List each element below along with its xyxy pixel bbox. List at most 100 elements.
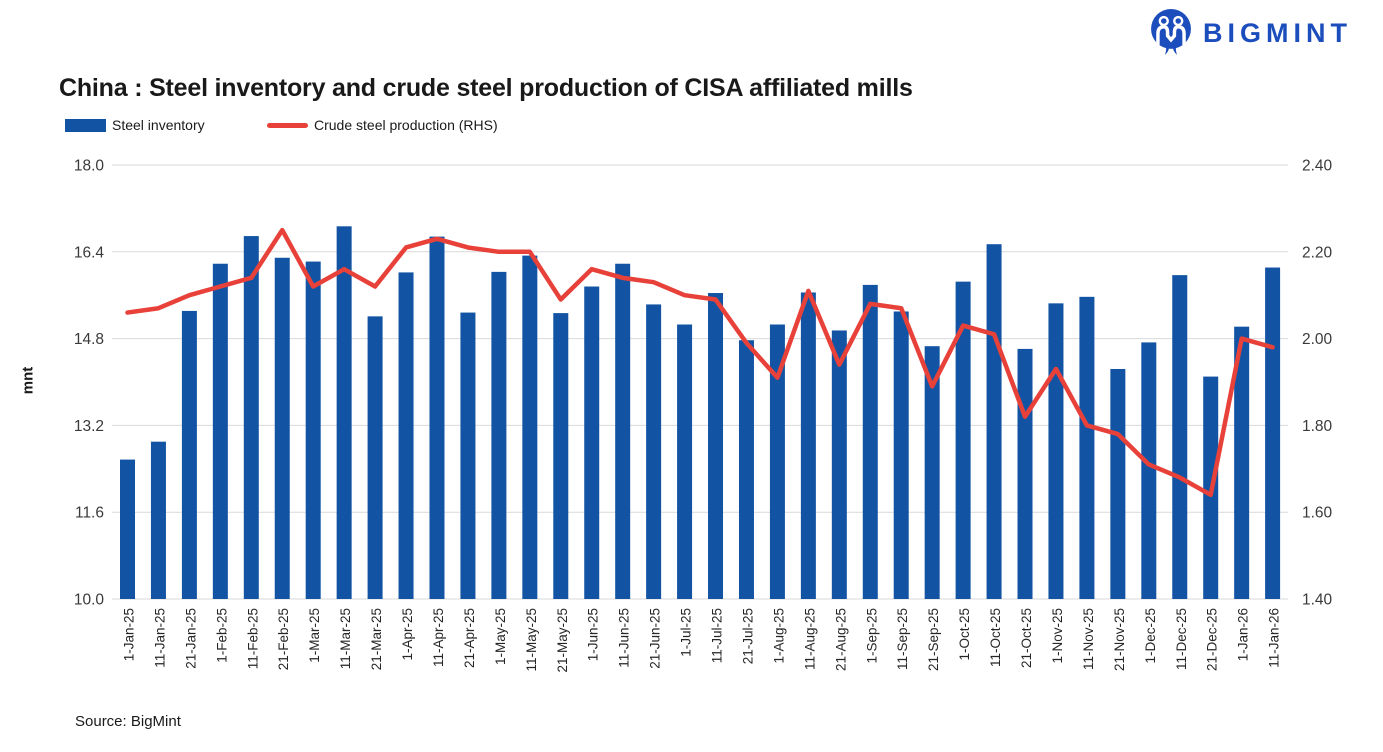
right-axis-tick-label: 1.80 [1302,418,1333,435]
steel-inventory-bar [862,284,878,599]
steel-inventory-bar [1141,342,1157,599]
x-axis-label: 21-Aug-25 [833,608,848,671]
x-axis-label: 21-Sep-25 [926,608,941,671]
right-axis-tick-label: 1.40 [1302,592,1333,609]
x-axis-label: 11-May-25 [524,608,539,672]
chart-title: China : Steel inventory and crude steel … [59,74,913,102]
x-axis-label: 1-Apr-25 [400,608,415,661]
steel-inventory-bar [677,324,693,599]
legend-label-crude-steel-production: Crude steel production (RHS) [314,117,498,133]
x-axis-label: 1-Feb-25 [214,608,229,663]
x-axis-label: 11-Jun-25 [617,608,632,668]
x-axis-label: 21-Feb-25 [276,608,291,670]
left-axis-tick-label: 14.8 [74,331,104,348]
legend-item-steel-inventory: Steel inventory [65,117,205,133]
steel-inventory-bar [1048,303,1064,599]
legend-item-crude-steel-production: Crude steel production (RHS) [267,117,498,133]
x-axis-label: 1-Jan-25 [122,608,137,661]
x-axis-label: 21-Mar-25 [369,608,384,670]
steel-inventory-bar [738,340,754,599]
x-axis-label: 21-Nov-25 [1112,608,1127,671]
right-axis-tick-label: 2.20 [1302,244,1333,261]
x-axis-label: 11-Oct-25 [988,608,1003,667]
steel-inventory-bar [243,236,259,599]
steel-inventory-bar [120,459,135,599]
steel-inventory-bar [398,272,414,599]
steel-inventory-bar [274,257,290,599]
x-axis-label: 1-Aug-25 [771,608,786,664]
x-axis-label: 21-May-25 [555,608,570,673]
x-axis-label: 21-Jun-25 [648,608,663,669]
steel-inventory-bar [1110,368,1126,599]
bigmint-logo: BIGMINT [1149,8,1352,58]
crude-steel-production-line [125,227,1275,498]
x-axis-label: 1-Nov-25 [1050,608,1065,664]
steel-inventory-bar [150,441,166,599]
left-axis-tick-label: 18.0 [74,158,105,175]
steel-inventory-bar [336,226,352,600]
steel-inventory-bar [553,313,569,599]
x-axis-label: 11-Mar-25 [338,608,353,669]
x-axis-label: 1-Dec-25 [1143,608,1158,664]
x-axis-label: 11-Apr-25 [431,608,446,667]
steel-inventory-bar [522,255,538,599]
steel-inventory-bar [367,316,383,599]
x-axis-label: 1-Jul-25 [679,608,694,657]
steel-inventory-bar [584,286,600,599]
right-axis-tick-label: 2.00 [1302,331,1333,348]
steel-inventory-bar [181,310,197,599]
x-axis-label: 11-Jan-25 [152,608,167,668]
x-axis-label: 11-Aug-25 [802,608,817,670]
steel-inventory-bar [831,330,847,599]
x-axis-label: 21-Jan-25 [183,608,198,669]
x-axis-label: 11-Nov-25 [1081,608,1096,670]
steel-inventory-bar [460,312,476,599]
steel-inventory-bar [491,271,507,599]
x-axis-label: 21-Dec-25 [1205,608,1220,671]
legend-swatch-crude-steel-production [267,122,308,128]
x-axis-label: 11-Dec-25 [1174,608,1189,670]
steel-inventory-bar [1234,326,1250,599]
steel-inventory-bar [429,236,445,600]
left-axis-tick-label: 10.0 [74,592,105,609]
steel-inventory-bar [1079,296,1095,599]
x-axis-label: 21-Jul-25 [740,608,755,664]
x-axis-label: 1-Mar-25 [307,608,322,663]
steel-inventory-bar [212,263,228,599]
x-axis-label: 1-Oct-25 [957,608,972,661]
steel-inventory-bar [800,292,816,599]
left-axis-tick-label: 11.6 [75,505,104,522]
steel-inventory-bar [615,263,631,599]
bigmint-logo-text: BIGMINT [1203,17,1352,48]
source-note: Source: BigMint [75,713,181,730]
steel-inventory-bar [1017,348,1033,599]
steel-inventory-bar [924,346,940,599]
x-axis-label: 1-Jun-25 [586,608,601,661]
steel-inventory-bar [955,281,971,599]
steel-inventory-bar [708,293,724,599]
x-axis-label: 11-Sep-25 [895,608,910,670]
x-axis-label: 1-May-25 [493,608,508,665]
x-axis-label: 1-Sep-25 [864,608,879,664]
steel-inventory-bar [1265,267,1281,599]
x-axis-label: 21-Apr-25 [462,608,477,668]
right-axis-tick-label: 1.60 [1302,505,1333,522]
x-axis-label: 1-Jan-26 [1236,608,1251,661]
x-axis-label: 11-Feb-25 [245,608,260,669]
legend-label-steel-inventory: Steel inventory [112,117,205,133]
steel-inventory-bar [986,244,1002,599]
x-axis-label: 21-Oct-25 [1019,608,1034,668]
steel-inventory-bar [893,311,909,599]
steel-inventory-bar [769,324,785,599]
x-axis-label: 11-Jul-25 [710,608,725,663]
bigmint-logo-icon [1151,8,1191,55]
left-axis-tick-label: 16.4 [74,244,105,261]
steel-inventory-bar [305,261,321,599]
left-axis-tick-label: 13.2 [74,418,104,435]
legend-swatch-steel-inventory [65,118,106,132]
x-axis-label: 11-Jan-26 [1267,608,1282,668]
right-axis-tick-label: 2.40 [1302,158,1333,175]
steel-inventory-bar [646,304,662,599]
